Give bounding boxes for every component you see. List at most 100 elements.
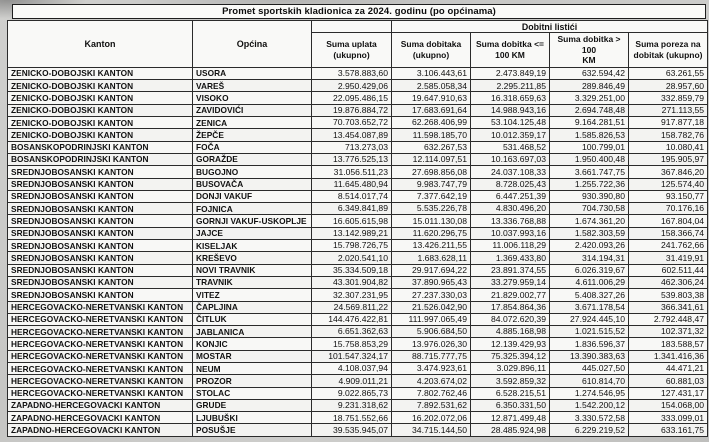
cell-kanton: SREDNJOBOSANSKI KANTON [7,189,193,204]
cell-kanton: HERCEGOVACKO-NERETVANSKI KANTON [7,361,193,376]
cell-kanton: ZENICKO-DOBOJSKI KANTON [7,128,193,142]
cell-suma-dobitaka: 29.917.694,22 [391,263,471,277]
table-row: HERCEGOVACKO-NERETVANSKI KANTON STOLAC 9.0… [7,386,709,400]
cell-dobitak-do-100km: 24.037.108,33 [470,165,550,179]
cell-opcina: NOVI TRAVNIK [192,263,312,277]
cell-suma-uplata: 713.273,03 [311,140,392,154]
cell-opcina: KISELJAK [192,239,312,253]
cell-suma-dobitaka: 2.585.058,34 [391,79,471,93]
cell-opcina: JAJCE [192,226,312,241]
cell-kanton: ZAPADNO-HERCEGOVACKI KANTON [7,398,193,413]
cell-dobitak-preko-100km: 5.408.327,26 [549,288,629,302]
cell-opcina: GORAŽDE [192,152,312,167]
cell-porez-na-dobitak: 102.371,32 [627,325,709,339]
cell-opcina: ČITLUK [192,312,312,327]
cell-suma-uplata: 16.605.615,98 [311,214,392,228]
cell-porez-na-dobitak: 195.905,97 [627,152,709,167]
cell-dobitak-do-100km: 75.325.394,12 [470,349,550,364]
cell-dobitak-do-100km: 12.139.429,93 [470,337,550,351]
cell-suma-uplata: 15.758.853,29 [311,337,392,351]
cell-suma-dobitaka: 11.620.296,75 [391,226,471,241]
cell-dobitak-do-100km: 14.988.943,16 [470,103,550,118]
table-row: ZENICKO-DOBOJSKI KANTON ZAVIDOVIĆI 19.876.… [7,103,709,118]
cell-suma-uplata: 9.231.318,62 [311,398,392,413]
cell-opcina: JABLANICA [192,325,312,339]
cell-dobitak-do-100km: 10.012.359,17 [470,128,550,142]
cell-suma-uplata: 2.020.541,10 [311,251,392,265]
cell-suma-uplata: 39.535.945,07 [311,423,392,437]
cell-dobitak-preko-100km: 704.730,58 [549,202,629,216]
cell-dobitak-preko-100km: 1.582.303,59 [549,226,629,241]
header-opcina: Općina [192,20,312,68]
cell-suma-uplata: 13.776.525,13 [311,152,392,167]
cell-suma-dobitaka: 4.203.674,02 [391,374,471,388]
cell-suma-uplata: 18.751.552,66 [311,411,392,425]
table-row: ZENICKO-DOBOJSKI KANTON VAREŠ 2.950.429,06… [7,79,709,93]
cell-kanton: ZENICKO-DOBOJSKI KANTON [7,116,193,130]
cell-kanton: HERCEGOVACKO-NERETVANSKI KANTON [7,312,193,327]
cell-suma-dobitaka: 7.377.642,19 [391,189,471,204]
cell-kanton: ZENICKO-DOBOJSKI KANTON [7,91,193,105]
cell-opcina: USORA [192,66,312,81]
cell-suma-uplata: 13.142.989,21 [311,226,392,241]
table-row: SREDNJOBOSANSKI KANTON KISELJAK 15.798.726… [7,239,709,253]
cell-dobitak-do-100km: 23.891.374,55 [470,263,550,277]
cell-porez-na-dobitak: 44.471,21 [627,361,709,376]
cell-porez-na-dobitak: 1.341.416,36 [627,349,709,364]
table-row: ZENICKO-DOBOJSKI KANTON USORA 3.578.883,60… [7,66,709,81]
cell-dobitak-preko-100km: 632.594,42 [549,66,629,81]
cell-opcina: ČAPLJINA [192,300,312,314]
cell-porez-na-dobitak: 158.366,74 [627,226,709,241]
cell-kanton: SREDNJOBOSANSKI KANTON [7,165,193,179]
table-row: SREDNJOBOSANSKI KANTON DONJI VAKUF 8.514.0… [7,189,709,204]
cell-opcina: ŽEPČE [192,128,312,142]
cell-dobitak-do-100km: 3.029.896,11 [470,361,550,376]
cell-suma-uplata: 15.798.726,75 [311,239,392,253]
table-row: HERCEGOVACKO-NERETVANSKI KANTON PROZOR 4.9… [7,374,709,388]
cell-dobitak-preko-100km: 6.026.319,67 [549,263,629,277]
cell-dobitak-do-100km: 28.485.924,98 [470,423,550,437]
cell-porez-na-dobitak: 332.859,79 [627,91,709,105]
cell-dobitak-do-100km: 12.871.499,48 [470,411,550,425]
cell-suma-uplata: 101.547.324,17 [311,349,392,364]
cell-kanton: HERCEGOVACKO-NERETVANSKI KANTON [7,325,193,339]
cell-dobitak-preko-100km: 4.611.006,29 [549,275,629,290]
cell-porez-na-dobitak: 158.782,76 [627,128,709,142]
cell-dobitak-preko-100km: 445.027,50 [549,361,629,376]
cell-suma-dobitaka: 9.983.747,79 [391,177,471,191]
cell-opcina: PROZOR [192,374,312,388]
cell-dobitak-do-100km: 13.336.768,88 [470,214,550,228]
cell-porez-na-dobitak: 60.881,03 [627,374,709,388]
cell-opcina: DONJI VAKUF [192,189,312,204]
cell-opcina: FOČA [192,140,312,154]
cell-dobitak-do-100km: 16.318.659,63 [470,91,550,105]
cell-opcina: GRUDE [192,398,312,413]
cell-opcina: NEUM [192,361,312,376]
header-group-dobitni-listici: Dobitni listići [390,20,709,33]
cell-dobitak-preko-100km: 1.255.722,36 [549,177,629,191]
cell-dobitak-preko-100km: 1.836.596,37 [549,337,629,351]
table-row: SREDNJOBOSANSKI KANTON VITEZ 32.307.231,95… [7,288,709,302]
table-row: SREDNJOBOSANSKI KANTON FOJNICA 6.349.841,8… [7,202,709,216]
table-row: HERCEGOVACKO-NERETVANSKI KANTON KONJIC 15.… [7,337,709,351]
cell-suma-dobitaka: 34.715.144,50 [391,423,471,437]
table-row: SREDNJOBOSANSKI KANTON NOVI TRAVNIK 35.334… [7,263,709,277]
cell-suma-dobitaka: 632.267,53 [391,140,471,154]
document-title: Promet sportskih kladionica za 2024. god… [222,6,496,17]
cell-suma-dobitaka: 27.237.330,03 [391,288,471,302]
cell-dobitak-do-100km: 11.006.118,29 [470,239,550,253]
header-group-row: Kanton Općina Dobitni listići [7,20,709,68]
cell-dobitak-do-100km: 4.830.496,20 [470,202,550,216]
data-table: Kanton Općina Dobitni listići Suma uplat… [7,20,709,437]
cell-opcina: VAREŠ [192,79,312,93]
cell-dobitak-preko-100km: 13.390.383,63 [549,349,629,364]
cell-kanton: SREDNJOBOSANSKI KANTON [7,202,193,216]
cell-porez-na-dobitak: 154.068,00 [627,398,709,413]
cell-kanton: SREDNJOBOSANSKI KANTON [7,288,193,302]
cell-suma-dobitaka: 19.647.910,63 [391,91,471,105]
cell-dobitak-do-100km: 6.528.215,51 [470,386,550,400]
cell-opcina: MOSTAR [192,349,312,364]
cell-porez-na-dobitak: 70.176,16 [627,202,709,216]
cell-opcina: BUGOJNO [192,165,312,179]
cell-dobitak-do-100km: 3.592.859,32 [470,374,550,388]
